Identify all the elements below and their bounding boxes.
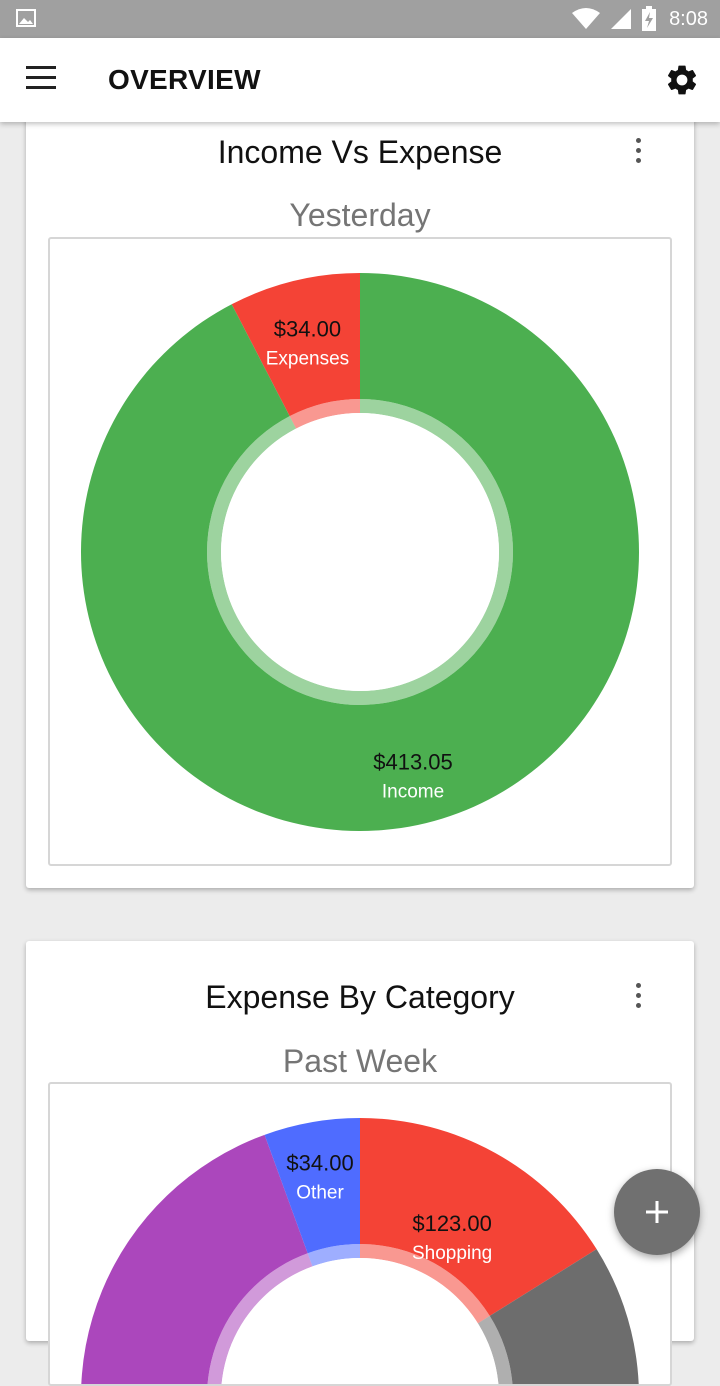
slice-other[interactable] — [264, 1118, 360, 1254]
card-period: Past Week — [282, 1043, 438, 1079]
slice-value-label: $123.00 — [412, 1211, 492, 1236]
slice-value-label: $34.00 — [286, 1150, 353, 1175]
menu-icon-line — [26, 86, 56, 89]
slice-inner-ring — [307, 1244, 360, 1267]
slice-category-label: Shopping — [412, 1243, 492, 1264]
slice-inner-ring — [289, 399, 360, 429]
page-title: OVERVIEW — [108, 64, 261, 95]
menu-icon-line — [26, 76, 56, 79]
expense-category-donut-chart: $123.00 Shopping $34.00 Other — [81, 1118, 639, 1384]
income-vs-expense-card: Income Vs Expense Yesterday $34.00 Expens… — [26, 100, 694, 888]
card-more-button[interactable] — [626, 138, 650, 174]
add-transaction-button[interactable] — [614, 1169, 700, 1255]
slice-category-label: Income — [382, 782, 444, 803]
slice-category-label: Other — [296, 1182, 344, 1203]
cell-signal-icon — [611, 9, 632, 29]
more-vert-icon — [635, 983, 641, 988]
wifi-icon — [572, 8, 601, 29]
chart-container: $34.00 Expenses $413.05 Income — [48, 237, 672, 866]
slice-value-label: $34.00 — [274, 316, 341, 341]
app-bar: OVERVIEW — [0, 38, 720, 122]
menu-button[interactable] — [26, 66, 58, 94]
menu-icon — [26, 66, 56, 69]
more-dot — [635, 158, 641, 163]
more-dot — [635, 1003, 641, 1008]
image-notification-icon — [16, 9, 36, 27]
card-title: Income Vs Expense — [217, 134, 503, 170]
income-expense-donut-chart: $34.00 Expenses $413.05 Income — [80, 273, 639, 831]
donut-hole — [221, 413, 499, 691]
card-more-button[interactable] — [626, 983, 650, 1019]
expense-by-category-card: Expense By Category Past Week $123.00 Sho… — [26, 941, 694, 1386]
slice-category-label: Expenses — [266, 348, 349, 369]
more-dot — [635, 993, 641, 998]
slice-income[interactable] — [80, 273, 639, 831]
gear-icon — [667, 65, 697, 95]
slice-value-label: $413.05 — [373, 750, 453, 775]
more-vert-icon — [635, 138, 641, 143]
slice-expenses[interactable] — [231, 273, 360, 417]
status-bar: 8:08 — [0, 0, 720, 38]
more-dot — [635, 148, 641, 153]
card-title: Expense By Category — [205, 979, 515, 1015]
status-time: 8:08 — [669, 7, 708, 30]
settings-button[interactable] — [664, 62, 700, 98]
chart-container: $123.00 Shopping $34.00 Other — [48, 1082, 672, 1386]
card-period: Yesterday — [289, 197, 431, 233]
slice-shopping[interactable] — [360, 1118, 597, 1316]
battery-charging-icon — [642, 6, 657, 31]
plus-icon — [646, 1201, 668, 1223]
